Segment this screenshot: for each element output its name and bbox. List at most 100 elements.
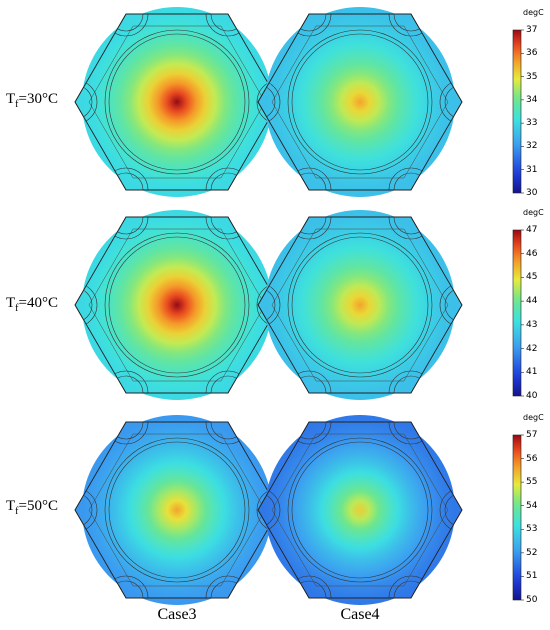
channel-arc — [439, 282, 462, 328]
channel-arc-inner — [444, 84, 462, 120]
hexagon-border — [257, 13, 463, 191]
colorbar-scale — [512, 229, 522, 397]
colorbar-tick-label: 55 — [526, 477, 538, 488]
channel-arc — [103, 14, 149, 37]
colorbar-tick-label: 32 — [526, 141, 538, 152]
channel-arc-inner — [393, 172, 429, 190]
panel-case4-row3 — [257, 415, 463, 605]
colorbar-tick-label: 42 — [526, 343, 538, 354]
channel-arc — [388, 14, 434, 37]
inner-cylinder-outline — [291, 441, 429, 579]
channel-arc — [439, 79, 462, 125]
cylinder-outline — [104, 232, 250, 378]
cylinder-outline — [104, 437, 250, 583]
colorbar-tick-label: 44 — [526, 296, 538, 307]
channel-arc — [205, 370, 251, 393]
channel-arc — [103, 422, 149, 445]
channel-arc — [103, 575, 149, 598]
colorbar-row1 — [512, 29, 524, 194]
channel-arc-inner — [291, 580, 327, 598]
channel-arc-inner — [393, 14, 429, 32]
colorbar-row3 — [512, 434, 524, 601]
temperature-field — [265, 7, 455, 197]
channel-arc — [256, 79, 279, 125]
channel-arc — [258, 282, 281, 328]
colorbar-tick-label: 45 — [526, 272, 538, 283]
cylinder-outline — [104, 29, 250, 175]
colorbar-unit-label: degC — [523, 413, 544, 422]
channel-arc — [256, 487, 279, 533]
channel-arc — [205, 422, 251, 445]
colorbar-tick-label: 51 — [526, 571, 538, 582]
channel-arc-inner — [75, 287, 93, 323]
colorbar-tick-label: 52 — [526, 547, 538, 558]
channel-arc — [103, 370, 149, 393]
cylinder-outline — [287, 232, 433, 378]
channel-arc — [388, 217, 434, 240]
channel-arc — [439, 487, 462, 533]
channel-arc-inner — [108, 14, 144, 32]
colorbar-tick-label: 57 — [526, 430, 538, 440]
channel-arc-inner — [210, 422, 246, 440]
colorbar-tick-label: 50 — [526, 595, 538, 605]
inner-hexagon-outline — [88, 25, 266, 179]
inner-hexagon-outline — [271, 25, 449, 179]
channel-arc — [388, 575, 434, 598]
channel-arc-inner — [291, 375, 327, 393]
channel-arc — [103, 217, 149, 240]
inner-hexagon-outline — [88, 228, 266, 382]
colorbar-scale — [512, 434, 522, 601]
temperature-field — [265, 415, 455, 605]
channel-arc-inner — [108, 580, 144, 598]
channel-arc-inner — [258, 492, 276, 528]
row-label-30: Tf=30°C — [6, 91, 58, 110]
channel-arc-inner — [210, 172, 246, 190]
channel-arc — [286, 575, 332, 598]
channel-arc — [205, 14, 251, 37]
channel-arc-inner — [291, 172, 327, 190]
hexagon-border — [74, 216, 280, 394]
panel-case4-row1 — [257, 7, 463, 197]
colorbar-tick-label: 37 — [526, 25, 538, 35]
channel-arc-inner — [108, 422, 144, 440]
channel-arc-inner — [393, 375, 429, 393]
temperature-field — [265, 210, 455, 400]
channel-arc — [258, 487, 281, 533]
colorbar-tick-label: 30 — [526, 188, 538, 198]
channel-arc — [75, 487, 98, 533]
channel-arc — [256, 282, 279, 328]
colorbar-tick-label: 53 — [526, 524, 538, 535]
channel-arc-inner — [210, 217, 246, 235]
inner-hexagon-outline — [271, 228, 449, 382]
hexagon-border — [257, 421, 463, 599]
colorbar-tick-label: 46 — [526, 248, 538, 259]
hexagon-border — [74, 13, 280, 191]
channel-arc — [286, 14, 332, 37]
channel-arc — [205, 167, 251, 190]
channel-arc-inner — [444, 287, 462, 323]
channel-arc — [286, 217, 332, 240]
channel-arc-inner — [393, 217, 429, 235]
colorbar-tick-label: 36 — [526, 48, 538, 59]
channel-arc-inner — [291, 14, 327, 32]
cylinder-outline — [287, 29, 433, 175]
inner-cylinder-outline — [108, 441, 246, 579]
channel-arc — [75, 79, 98, 125]
colorbar-tick-label: 31 — [526, 164, 538, 175]
channel-arc — [258, 79, 281, 125]
colorbar-row2 — [512, 229, 524, 397]
row-label-40: Tf=40°C — [6, 295, 58, 314]
colorbar-unit-label: degC — [523, 8, 544, 17]
column-label-case4: Case4 — [340, 606, 380, 623]
channel-arc — [205, 217, 251, 240]
channel-arc-inner — [291, 217, 327, 235]
colorbar-scale — [512, 29, 522, 194]
channel-arc-inner — [210, 375, 246, 393]
inner-cylinder-outline — [108, 33, 246, 171]
inner-hexagon-outline — [88, 433, 266, 587]
channel-arc-inner — [108, 217, 144, 235]
hexagon-border — [74, 421, 280, 599]
channel-arc — [388, 370, 434, 393]
channel-arc — [75, 282, 98, 328]
